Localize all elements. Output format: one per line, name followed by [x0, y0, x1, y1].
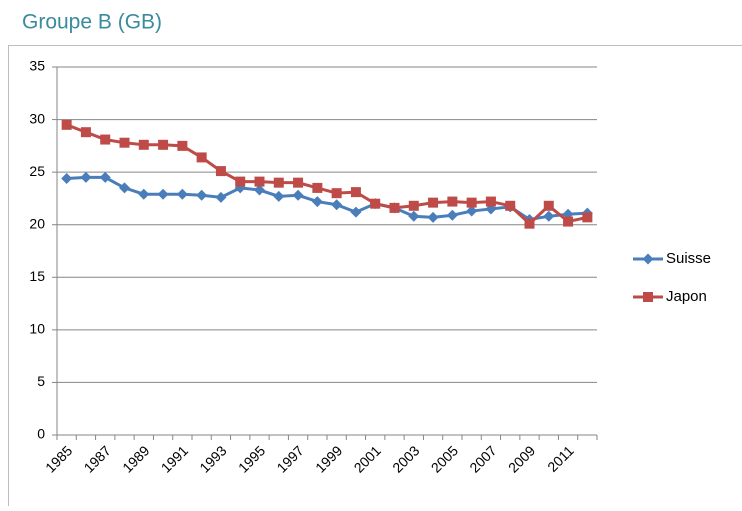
data-point	[196, 190, 207, 201]
data-point	[80, 172, 91, 183]
y-tick-label: 30	[29, 110, 45, 126]
y-tick-label: 15	[29, 268, 45, 284]
data-point	[447, 210, 458, 221]
x-tick-label: 2011	[544, 442, 577, 475]
data-point	[312, 183, 322, 193]
x-tick-label: 2001	[351, 442, 384, 475]
data-point	[293, 190, 304, 201]
data-point	[255, 177, 265, 187]
data-point	[158, 140, 168, 150]
x-tick-label: 1997	[273, 442, 306, 475]
data-point	[408, 211, 419, 222]
data-point	[312, 196, 323, 207]
x-tick-label: 2009	[505, 442, 538, 475]
data-point	[332, 188, 342, 198]
x-tick-label: 1985	[42, 442, 75, 475]
data-point	[293, 178, 303, 188]
x-tick-label: 1989	[119, 442, 152, 475]
data-point	[235, 177, 245, 187]
data-point	[331, 199, 342, 210]
chart-title: Groupe B (GB)	[22, 11, 162, 34]
data-point	[216, 166, 226, 176]
data-point	[486, 197, 496, 207]
data-point	[158, 189, 169, 200]
legend-marker	[643, 254, 654, 265]
data-point	[81, 127, 91, 137]
data-point	[100, 135, 110, 145]
data-point	[100, 172, 111, 183]
chart-frame	[9, 46, 742, 507]
data-point	[138, 189, 149, 200]
data-point	[120, 138, 130, 148]
data-point	[274, 178, 284, 188]
data-point	[177, 141, 187, 151]
legend-marker	[643, 292, 653, 302]
data-point	[467, 198, 477, 208]
data-point	[563, 217, 573, 227]
data-point	[62, 120, 72, 130]
x-tick-label: 1999	[312, 442, 345, 475]
data-point	[273, 191, 284, 202]
x-tick-label: 1995	[235, 442, 268, 475]
y-tick-label: 25	[29, 163, 45, 179]
data-point	[428, 212, 439, 223]
data-point	[409, 201, 419, 211]
y-tick-label: 0	[37, 426, 45, 442]
data-point	[139, 140, 149, 150]
y-tick-label: 20	[29, 215, 45, 231]
x-tick-label: 1987	[81, 442, 114, 475]
y-tick-label: 35	[29, 58, 45, 74]
data-point	[351, 187, 361, 197]
data-point	[544, 201, 554, 211]
data-point	[119, 182, 130, 193]
data-point	[582, 212, 592, 222]
data-point	[390, 203, 400, 213]
data-point	[370, 199, 380, 209]
data-point	[177, 189, 188, 200]
data-point	[350, 207, 361, 218]
data-point	[61, 173, 72, 184]
x-tick-label: 2007	[466, 442, 499, 475]
x-tick-label: 2005	[428, 442, 461, 475]
x-tick-label: 1991	[158, 442, 191, 475]
data-point	[428, 198, 438, 208]
data-point	[215, 192, 226, 203]
data-point	[505, 201, 515, 211]
x-tick-label: 2003	[389, 442, 422, 475]
x-tick-label: 1993	[196, 442, 229, 475]
data-point	[447, 197, 457, 207]
y-tick-label: 10	[29, 321, 45, 337]
legend-label: Suisse	[666, 250, 711, 267]
data-point	[525, 219, 535, 229]
legend-label: Japon	[666, 288, 707, 305]
data-point	[197, 152, 207, 162]
y-tick-label: 5	[37, 373, 45, 389]
data-point	[543, 211, 554, 222]
